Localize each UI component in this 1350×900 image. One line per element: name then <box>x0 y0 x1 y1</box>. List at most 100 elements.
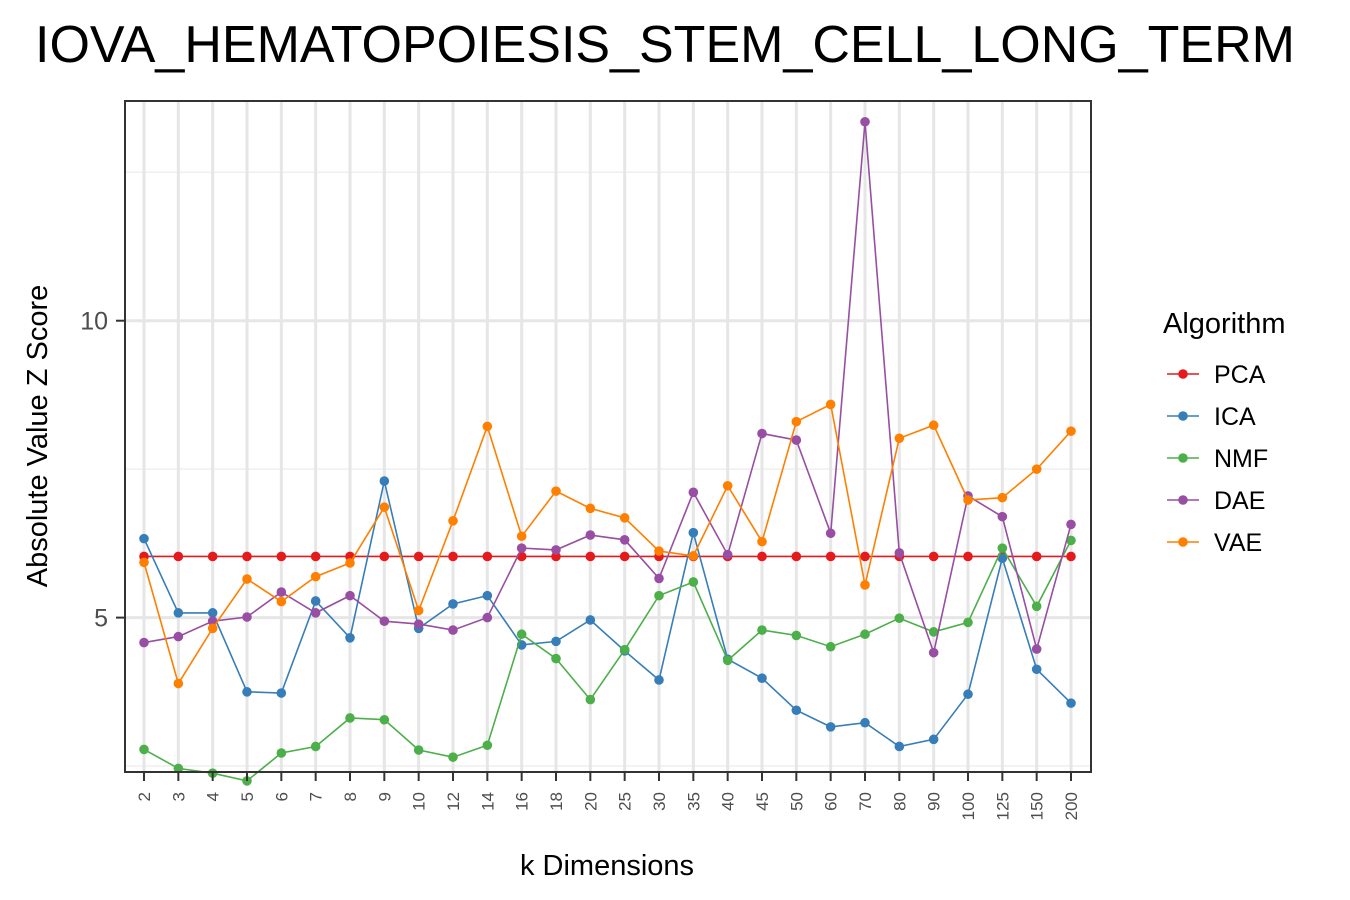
x-tick-label: 40 <box>719 792 738 811</box>
data-point-vae <box>757 536 767 547</box>
legend-item-dae: DAE <box>1167 487 1265 515</box>
plot-frame <box>124 100 1092 773</box>
data-point-ica <box>139 533 149 544</box>
x-axis-title: k Dimensions <box>520 850 694 882</box>
plot-gridlines <box>125 101 1091 772</box>
data-point-nmf <box>654 590 664 601</box>
data-point-ica <box>757 673 767 683</box>
data-point-pca <box>585 551 596 562</box>
data-point-vae <box>345 558 355 568</box>
data-point-nmf <box>1066 535 1076 546</box>
x-tick-label: 35 <box>684 792 703 811</box>
series-line-nmf <box>143 540 1072 782</box>
data-point-dae <box>688 487 699 498</box>
data-point-nmf <box>757 625 767 635</box>
data-point-pca <box>276 551 287 562</box>
x-tick-label: 9 <box>375 792 394 801</box>
y-axis: 5 10 <box>80 308 125 633</box>
data-point-nmf <box>345 713 355 723</box>
data-point-ica <box>551 636 561 647</box>
legend-label: VAE <box>1214 529 1262 557</box>
data-point-nmf <box>448 752 458 762</box>
y-tick-label: 10 <box>80 308 108 336</box>
data-point-dae <box>1031 644 1042 654</box>
data-point-nmf <box>825 641 836 652</box>
series-line-vae <box>143 403 1072 686</box>
data-point-vae <box>860 580 870 590</box>
data-point-dae <box>551 545 561 555</box>
data-point-pca <box>1066 551 1076 562</box>
data-point-ica <box>379 476 390 486</box>
data-point-dae <box>242 612 252 622</box>
data-point-vae <box>310 571 321 582</box>
x-tick-label: 70 <box>856 792 875 811</box>
x-tick-label: 60 <box>822 792 841 811</box>
data-point-ica <box>688 527 699 538</box>
data-point-nmf <box>1031 601 1042 612</box>
legend: Algorithm PCA ICA NMF DAE VAE <box>1163 308 1286 557</box>
data-point-dae <box>345 590 355 601</box>
series-line-ica <box>143 480 1072 748</box>
x-tick-label: 200 <box>1062 792 1081 820</box>
x-tick-label: 7 <box>307 792 326 801</box>
data-point-ica <box>276 688 287 698</box>
data-point-nmf <box>619 644 630 655</box>
x-tick-label: 14 <box>478 792 497 811</box>
data-point-dae <box>173 631 184 642</box>
x-tick-label: 30 <box>650 792 669 811</box>
data-point-ica <box>654 675 664 685</box>
data-point-ica <box>448 599 458 609</box>
data-point-pca <box>928 551 939 562</box>
data-point-pca <box>173 551 184 562</box>
data-point-vae <box>963 495 973 505</box>
data-point-ica <box>482 590 493 601</box>
legend-label: NMF <box>1214 445 1268 473</box>
data-point-pca <box>963 551 973 562</box>
legend-item-vae: VAE <box>1167 529 1262 557</box>
data-point-nmf <box>997 543 1008 553</box>
data-point-ica <box>1066 698 1076 708</box>
data-point-dae <box>791 435 802 445</box>
data-point-dae <box>860 116 870 127</box>
data-point-nmf <box>173 763 184 774</box>
data-point-dae <box>482 612 493 623</box>
x-tick-label: 90 <box>925 792 944 811</box>
data-point-dae <box>757 428 767 439</box>
data-point-dae <box>1066 519 1076 530</box>
chart-title: IOVA_HEMATOPOIESIS_STEM_CELL_LONG_TERM <box>35 16 1295 74</box>
data-point-pca <box>482 551 493 562</box>
data-point-ica <box>310 596 321 606</box>
data-point-nmf <box>413 745 424 755</box>
data-point-nmf <box>482 740 493 751</box>
x-tick-label: 45 <box>753 792 772 811</box>
data-point-nmf <box>276 748 287 758</box>
legend-key-point <box>1178 453 1188 463</box>
data-point-nmf <box>963 617 973 628</box>
x-tick-label: 2 <box>135 792 154 801</box>
data-point-pca <box>757 551 767 562</box>
data-point-ica <box>894 741 905 752</box>
data-point-vae <box>1066 426 1076 436</box>
data-point-pca <box>379 551 390 562</box>
y-axis-title: Absolute Value Z Score <box>22 285 54 588</box>
x-tick-label: 4 <box>204 792 223 801</box>
data-point-vae <box>688 551 699 561</box>
x-tick-label: 80 <box>890 792 909 811</box>
data-point-nmf <box>585 694 596 705</box>
x-tick-label: 8 <box>341 792 360 801</box>
legend-key-point <box>1178 537 1188 547</box>
data-point-dae <box>585 530 596 540</box>
data-point-dae <box>310 608 321 618</box>
series-line-dae <box>143 121 1072 656</box>
legend-label: PCA <box>1214 361 1266 389</box>
data-point-ica <box>997 553 1008 564</box>
data-point-pca <box>1031 551 1042 562</box>
x-tick-label: 150 <box>1028 792 1047 820</box>
x-tick-label: 16 <box>513 792 532 811</box>
legend-title: Algorithm <box>1163 308 1286 340</box>
data-point-vae <box>894 433 905 444</box>
data-point-ica <box>173 608 184 618</box>
data-point-pca <box>310 551 321 562</box>
data-point-dae <box>825 528 836 539</box>
